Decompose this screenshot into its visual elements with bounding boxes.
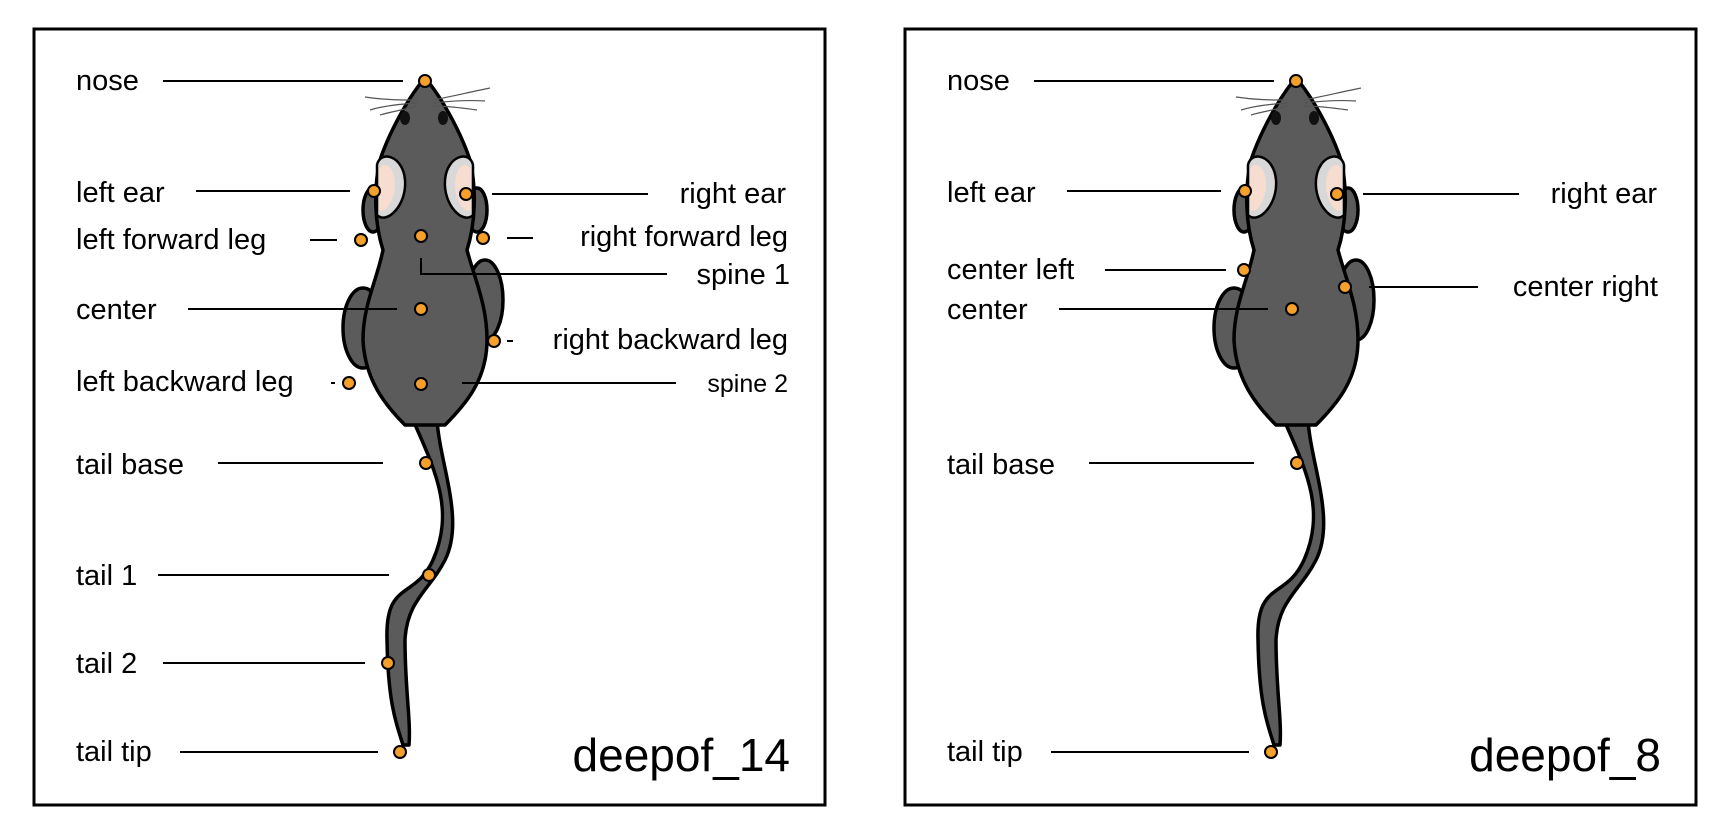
label-right-ear: right ear xyxy=(680,178,787,210)
label-spine-2: spine 2 xyxy=(707,370,788,398)
keypoint-spine-2 xyxy=(414,377,428,391)
label-center: center xyxy=(76,294,157,326)
label-left-ear: left ear xyxy=(76,177,165,209)
keypoint-tail-1 xyxy=(422,568,436,582)
keypoint-center xyxy=(1285,302,1299,316)
label-tail-base: tail base xyxy=(947,449,1055,481)
label-tail-tip: tail tip xyxy=(76,736,152,768)
keypoint-spine-1 xyxy=(414,229,428,243)
panel-title: deepof_14 xyxy=(573,729,790,781)
keypoint-right-ear xyxy=(1330,187,1344,201)
label-center-right: center right xyxy=(1513,271,1658,303)
keypoint-center xyxy=(414,302,428,316)
label-right-backward-leg: right backward leg xyxy=(553,324,788,356)
label-right-ear: right ear xyxy=(1551,178,1658,210)
label-tail-1: tail 1 xyxy=(76,560,137,592)
panel-deepof-14: nose left ear right ear left forward leg… xyxy=(32,27,827,807)
label-nose: nose xyxy=(947,65,1010,97)
label-tail-base: tail base xyxy=(76,449,184,481)
label-spine-1: spine 1 xyxy=(696,259,790,291)
label-center: center xyxy=(947,294,1028,326)
keypoint-tail-tip xyxy=(393,745,407,759)
label-tail-tip: tail tip xyxy=(947,736,1023,768)
keypoint-left-backward-leg xyxy=(342,376,356,390)
keypoint-tail-2 xyxy=(381,656,395,670)
keypoint-left-ear xyxy=(367,184,381,198)
label-right-forward-leg: right forward leg xyxy=(580,221,788,253)
keypoint-center-right xyxy=(1338,280,1352,294)
keypoint-tail-base xyxy=(1290,456,1304,470)
label-nose: nose xyxy=(76,65,139,97)
keypoint-right-backward-leg xyxy=(487,334,501,348)
label-left-forward-leg: left forward leg xyxy=(76,224,266,256)
keypoint-nose xyxy=(418,74,432,88)
keypoint-right-ear xyxy=(459,187,473,201)
keypoint-left-ear xyxy=(1238,184,1252,198)
keypoint-tail-base xyxy=(419,456,433,470)
panel-deepof-8: nose left ear right ear center left cent… xyxy=(903,27,1698,807)
panel-title: deepof_8 xyxy=(1469,729,1661,781)
keypoint-left-forward-leg xyxy=(354,233,368,247)
keypoint-tail-tip xyxy=(1264,745,1278,759)
label-left-ear: left ear xyxy=(947,177,1036,209)
label-center-left: center left xyxy=(947,254,1074,286)
label-left-backward-leg: left backward leg xyxy=(76,366,294,398)
label-tail-2: tail 2 xyxy=(76,648,137,680)
keypoint-center-left xyxy=(1237,263,1251,277)
keypoint-right-forward-leg xyxy=(476,231,490,245)
keypoint-nose xyxy=(1289,74,1303,88)
